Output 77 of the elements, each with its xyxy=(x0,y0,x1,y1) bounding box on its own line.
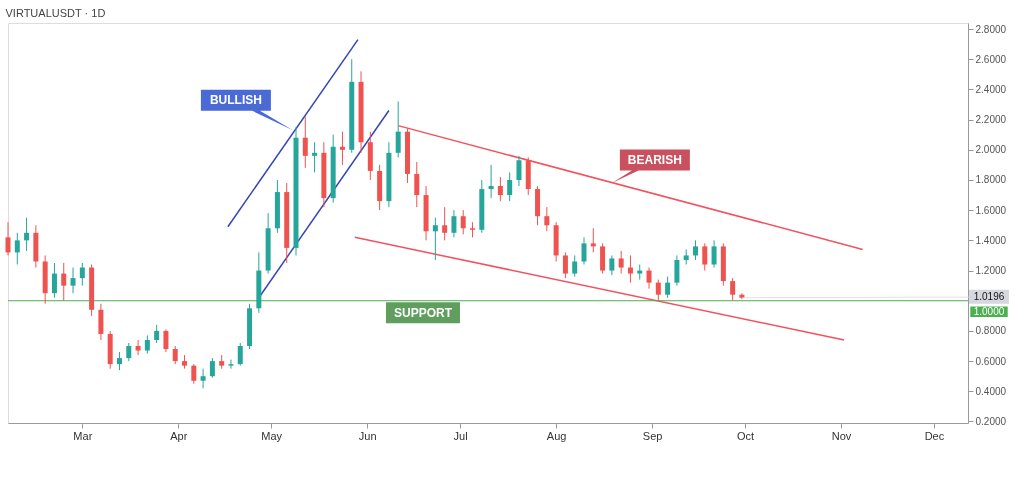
annotation: SUPPORT xyxy=(393,305,453,320)
candlestick xyxy=(163,328,169,353)
y-tick-label: 0.6000 xyxy=(975,355,1007,367)
candlestick xyxy=(302,116,308,169)
y-tick-label: 2.4000 xyxy=(975,83,1007,95)
x-tick-label: Dec xyxy=(924,429,945,442)
candlestick xyxy=(442,206,448,241)
annotation: 1.0196 xyxy=(973,290,1005,302)
x-tick-label: May xyxy=(261,429,283,442)
y-tick-label: 0.2000 xyxy=(975,415,1007,427)
candlestick xyxy=(516,155,522,187)
y-tick-label: 2.8000 xyxy=(975,23,1007,35)
y-tick-label: 2.6000 xyxy=(975,53,1007,65)
candlestick xyxy=(711,239,717,269)
candlestick xyxy=(228,359,234,370)
candlestick xyxy=(507,171,513,202)
candlestick xyxy=(116,351,122,371)
candlestick xyxy=(14,232,20,266)
y-tick-label: 2.0000 xyxy=(975,144,1007,156)
y-tick-label: 1.6000 xyxy=(975,204,1007,216)
y-tick-label: 1.8000 xyxy=(975,174,1007,186)
candlestick xyxy=(460,209,466,235)
candlestick xyxy=(665,276,671,299)
candlestick xyxy=(70,267,76,294)
candlestick xyxy=(432,217,438,261)
candlestick xyxy=(312,141,318,173)
candlestick xyxy=(581,236,587,266)
x-tick-label: Mar xyxy=(73,429,93,442)
candlestick xyxy=(609,254,615,276)
candlestick xyxy=(126,342,132,362)
candlestick xyxy=(5,221,11,256)
candlestick xyxy=(572,254,578,278)
x-tick-label: Aug xyxy=(546,429,567,442)
candlestick xyxy=(209,357,215,379)
candlestick xyxy=(730,277,736,302)
candlestick xyxy=(692,239,698,261)
y-tick-label: 0.8000 xyxy=(975,325,1007,337)
candlestick xyxy=(237,342,243,367)
candlestick xyxy=(24,217,30,252)
chart-title: VIRTUALUSDT · 1D xyxy=(5,7,106,19)
candlestick xyxy=(562,251,568,279)
candlestick xyxy=(655,279,661,302)
x-tick-label: Jun xyxy=(358,429,377,442)
candlestick xyxy=(488,164,494,199)
candlestick xyxy=(51,262,57,299)
candlestick xyxy=(154,324,160,344)
annotation: BEARISH xyxy=(627,153,682,167)
x-tick-label: Apr xyxy=(170,429,188,442)
candlestick xyxy=(451,209,457,238)
candlestick xyxy=(544,206,550,232)
candlestick xyxy=(414,161,420,208)
x-tick-label: Sep xyxy=(642,429,663,442)
candlestick xyxy=(627,254,633,284)
y-tick-label: 2.2000 xyxy=(975,114,1007,126)
candlestick xyxy=(135,339,141,356)
ref-line-label: 1.0000 xyxy=(973,305,1005,317)
x-tick-label: Nov xyxy=(831,429,852,442)
candlestick xyxy=(674,254,680,287)
y-tick-label: 1.4000 xyxy=(975,234,1007,246)
candlestick xyxy=(497,176,503,202)
candlestick xyxy=(702,242,708,272)
candlestick xyxy=(590,227,596,253)
candlestick xyxy=(61,262,67,302)
candlestick xyxy=(339,131,345,166)
candlestick xyxy=(79,262,85,287)
annotation: BULLISH xyxy=(209,93,262,108)
y-tick-label: 1.2000 xyxy=(975,265,1007,277)
x-tick-label: Oct xyxy=(736,429,755,442)
candlestick xyxy=(200,368,206,389)
candlestick xyxy=(191,363,197,385)
y-tick-label: 0.4000 xyxy=(975,385,1007,397)
x-tick-label: Jul xyxy=(453,429,468,442)
candlestick xyxy=(172,345,178,365)
candlestick xyxy=(144,334,150,355)
candlestick xyxy=(646,267,652,290)
candlestick xyxy=(395,100,401,158)
candlestick xyxy=(618,250,624,275)
